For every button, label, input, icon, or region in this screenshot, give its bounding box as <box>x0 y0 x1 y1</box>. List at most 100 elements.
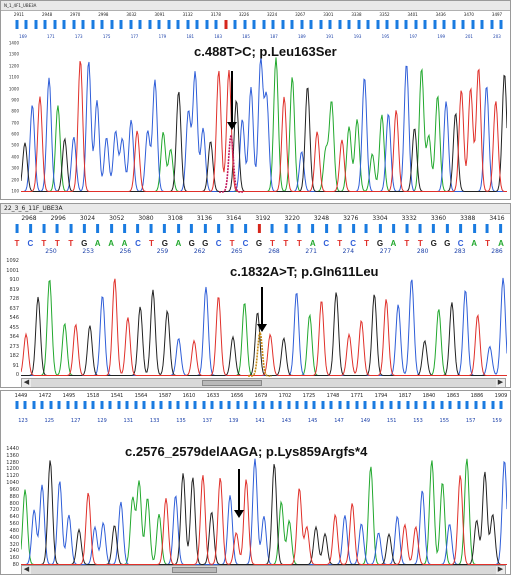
base-call <box>32 401 36 409</box>
base-call <box>219 401 223 409</box>
scroll-left-icon[interactable]: ◀ <box>22 566 31 574</box>
base-call <box>471 20 475 29</box>
quality-bar <box>100 20 104 29</box>
quality-bar <box>338 401 342 409</box>
y-tick-label: 400 <box>11 154 19 160</box>
codon-label: 133 <box>149 418 160 424</box>
base-call <box>414 401 418 409</box>
codon-number-row: 123 125 127 129 131 133 135 137 139 141 143 145 147 1… <box>11 418 505 426</box>
quality-bar <box>385 20 389 29</box>
base-call <box>406 401 410 409</box>
y-tick-label: 819 <box>9 286 19 293</box>
base-call <box>72 20 76 29</box>
base-letter: G <box>161 239 168 248</box>
trace-line <box>21 57 507 192</box>
quality-bar <box>168 401 172 409</box>
quality-bar <box>474 401 478 409</box>
base-call: C <box>458 224 464 251</box>
scroll-left-icon[interactable]: ◀ <box>22 379 31 387</box>
codon-label: 262 <box>193 248 206 255</box>
position-label: 3164 <box>226 215 242 222</box>
codon-label: 199 <box>437 34 446 39</box>
mutation-annotation: c.2576_2579delAAGA; p.Lys859Argfs*4 <box>125 444 368 459</box>
quality-bar <box>55 224 59 233</box>
quality-bar <box>465 401 469 409</box>
base-call <box>385 20 389 29</box>
quality-bar <box>414 401 418 409</box>
scroll-thumb[interactable] <box>172 567 217 573</box>
base-call <box>148 20 152 29</box>
quality-bar <box>253 401 257 409</box>
base-call <box>290 20 294 29</box>
base-call <box>49 401 53 409</box>
codon-label: 201 <box>465 34 473 39</box>
y-tick-label: 800 <box>11 108 19 114</box>
position-label: 3178 <box>210 12 221 17</box>
base-call: T <box>15 224 19 251</box>
codon-label: 271 <box>305 248 317 255</box>
quality-bar <box>405 224 409 233</box>
mutation-annotation: c.1832A>T; p.Gln611Leu <box>230 264 379 279</box>
quality-bar <box>72 20 76 29</box>
base-call <box>108 401 112 409</box>
y-tick-label: 700 <box>11 120 19 126</box>
scroll-right-icon[interactable]: ▶ <box>496 379 505 387</box>
base-call <box>376 20 380 29</box>
base-letter: G <box>81 239 88 248</box>
codon-label: 155 <box>439 418 450 424</box>
codon-label: 197 <box>409 34 418 39</box>
base-call <box>380 401 384 409</box>
base-call: A <box>108 224 114 251</box>
codon-number-row: 169 171 173 175 177 179 181 183 185 187 189 191 193 1… <box>11 34 505 41</box>
base-call <box>262 20 266 29</box>
base-call <box>24 20 28 29</box>
trace-line <box>21 278 507 376</box>
base-call <box>74 401 78 409</box>
base-letter: A <box>498 239 504 248</box>
y-tick-label: 880 <box>9 493 19 500</box>
position-label: 1541 <box>110 393 124 399</box>
position-label: 3267 <box>295 12 306 17</box>
y-tick-label: 100 <box>11 188 19 194</box>
quality-bar <box>149 224 153 233</box>
base-call: T <box>283 224 288 251</box>
base-call <box>23 401 27 409</box>
quality-bar <box>142 401 146 409</box>
base-call <box>119 20 123 29</box>
quality-bar <box>482 401 486 409</box>
quality-bar <box>328 20 332 29</box>
quality-bar <box>404 20 408 29</box>
y-tick-label: 720 <box>9 507 19 514</box>
y-tick-label: 600 <box>11 131 19 137</box>
position-label: 1449 <box>14 393 28 399</box>
scroll-right-icon[interactable]: ▶ <box>496 566 505 574</box>
position-label: 1564 <box>134 393 148 399</box>
quality-bar <box>363 401 367 409</box>
quality-bar <box>40 401 44 409</box>
quality-bar <box>262 20 266 29</box>
quality-bar <box>117 401 121 409</box>
scroll-thumb[interactable] <box>202 380 262 386</box>
base-call <box>270 401 274 409</box>
base-call <box>261 401 265 409</box>
base-call: A <box>310 224 316 251</box>
base-call <box>205 20 209 29</box>
base-call <box>91 20 95 29</box>
y-tick-label: 1300 <box>8 51 19 57</box>
position-label: 3091 <box>154 12 165 17</box>
base-call <box>15 401 19 409</box>
base-letter: G <box>202 239 209 248</box>
base-call <box>300 20 304 29</box>
codon-label: 127 <box>70 418 81 424</box>
base-call <box>253 401 257 409</box>
horizontal-scrollbar[interactable]: ◀ ▶ <box>21 565 506 575</box>
base-call <box>395 20 399 29</box>
horizontal-scrollbar[interactable]: ◀ ▶ <box>21 378 506 388</box>
base-call <box>168 401 172 409</box>
base-letter: C <box>135 239 141 248</box>
quality-bar <box>270 224 274 233</box>
codon-label: 253 <box>82 248 94 255</box>
quality-bar <box>24 20 28 29</box>
trace-line <box>21 475 507 565</box>
quality-bar <box>351 224 355 233</box>
